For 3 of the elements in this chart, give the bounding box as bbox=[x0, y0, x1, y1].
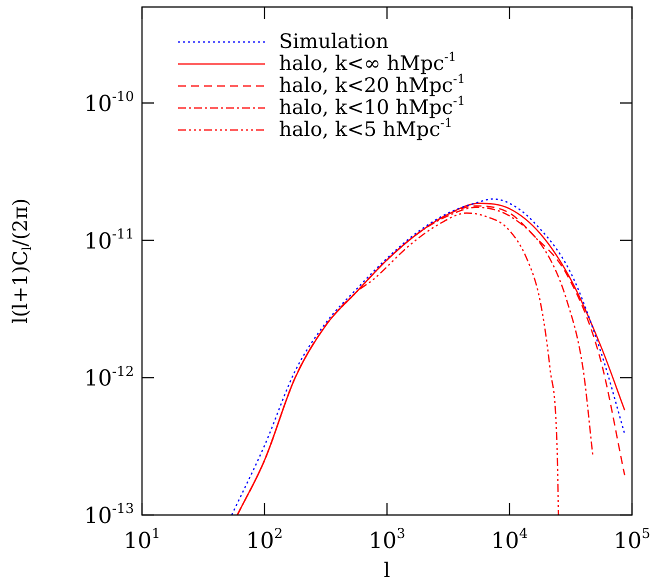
legend-label: Simulation bbox=[279, 29, 389, 53]
x-axis-title: l bbox=[384, 558, 390, 582]
y-axis-title: l(l+1)Cl/(2π) bbox=[8, 198, 34, 324]
